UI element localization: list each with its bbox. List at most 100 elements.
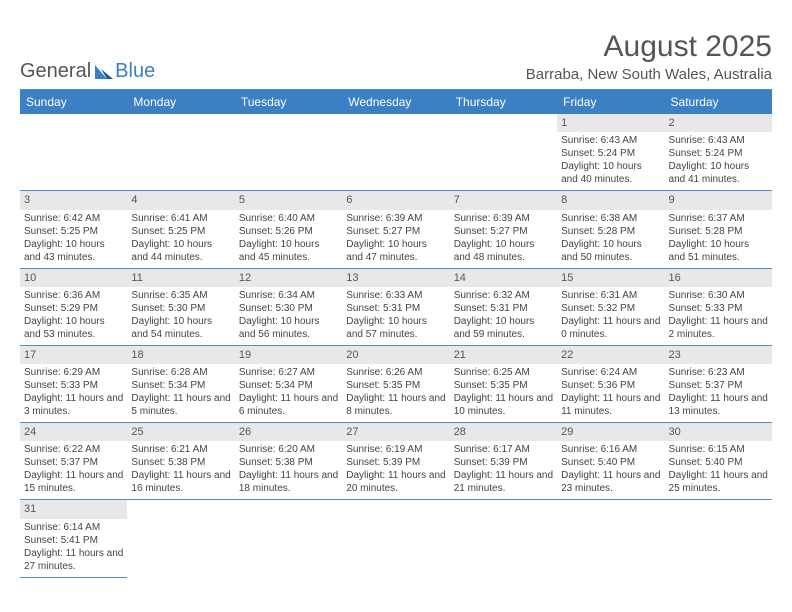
daylight-text: Daylight: 11 hours and 27 minutes.	[24, 547, 123, 573]
day-number: 12	[235, 269, 342, 287]
day-number: 25	[127, 423, 234, 441]
sunset-text: Sunset: 5:33 PM	[669, 302, 768, 315]
daylight-text: Daylight: 10 hours and 51 minutes.	[669, 238, 768, 264]
sunset-text: Sunset: 5:35 PM	[346, 379, 445, 392]
sunrise-text: Sunrise: 6:36 AM	[24, 289, 123, 302]
day-number: 19	[235, 346, 342, 364]
sunrise-text: Sunrise: 6:43 AM	[561, 134, 660, 147]
daylight-text: Daylight: 11 hours and 23 minutes.	[561, 469, 660, 495]
sunrise-text: Sunrise: 6:34 AM	[239, 289, 338, 302]
day-number: 28	[450, 423, 557, 441]
daylight-text: Daylight: 11 hours and 2 minutes.	[669, 315, 768, 341]
daylight-text: Daylight: 10 hours and 53 minutes.	[24, 315, 123, 341]
day-number: 5	[235, 191, 342, 209]
calendar-cell: 14Sunrise: 6:32 AMSunset: 5:31 PMDayligh…	[450, 268, 557, 345]
logo-text-general: General	[20, 60, 91, 83]
day-number: 11	[127, 269, 234, 287]
day-number: 31	[20, 500, 127, 518]
header: General Blue August 2025 Barraba, New So…	[20, 30, 772, 83]
sunrise-text: Sunrise: 6:19 AM	[346, 443, 445, 456]
calendar-cell: 25Sunrise: 6:21 AMSunset: 5:38 PMDayligh…	[127, 423, 234, 500]
calendar-cell: 19Sunrise: 6:27 AMSunset: 5:34 PMDayligh…	[235, 345, 342, 422]
sunset-text: Sunset: 5:36 PM	[561, 379, 660, 392]
sunrise-text: Sunrise: 6:28 AM	[131, 366, 230, 379]
sunrise-text: Sunrise: 6:29 AM	[24, 366, 123, 379]
calendar-cell	[665, 500, 772, 577]
calendar-cell	[342, 114, 449, 191]
sunrise-text: Sunrise: 6:15 AM	[669, 443, 768, 456]
daylight-text: Daylight: 10 hours and 41 minutes.	[669, 160, 768, 186]
calendar-cell: 23Sunrise: 6:23 AMSunset: 5:37 PMDayligh…	[665, 345, 772, 422]
calendar-cell: 24Sunrise: 6:22 AMSunset: 5:37 PMDayligh…	[20, 423, 127, 500]
calendar-cell	[342, 500, 449, 577]
sunset-text: Sunset: 5:39 PM	[346, 456, 445, 469]
calendar-cell: 9Sunrise: 6:37 AMSunset: 5:28 PMDaylight…	[665, 191, 772, 268]
calendar-row: 1Sunrise: 6:43 AMSunset: 5:24 PMDaylight…	[20, 114, 772, 191]
sunrise-text: Sunrise: 6:39 AM	[454, 212, 553, 225]
sunset-text: Sunset: 5:25 PM	[24, 225, 123, 238]
day-number: 14	[450, 269, 557, 287]
day-number: 26	[235, 423, 342, 441]
weekday-header: Tuesday	[235, 90, 342, 114]
day-number: 16	[665, 269, 772, 287]
day-number: 7	[450, 191, 557, 209]
sunset-text: Sunset: 5:28 PM	[561, 225, 660, 238]
weekday-header: Thursday	[450, 90, 557, 114]
calendar-cell: 30Sunrise: 6:15 AMSunset: 5:40 PMDayligh…	[665, 423, 772, 500]
sunrise-text: Sunrise: 6:43 AM	[669, 134, 768, 147]
calendar-cell: 28Sunrise: 6:17 AMSunset: 5:39 PMDayligh…	[450, 423, 557, 500]
calendar-cell: 2Sunrise: 6:43 AMSunset: 5:24 PMDaylight…	[665, 114, 772, 191]
sunset-text: Sunset: 5:41 PM	[24, 534, 123, 547]
calendar-cell: 17 Sunrise: 6:29 AMSunset: 5:33 PMDayligh…	[20, 345, 127, 422]
daylight-text: Daylight: 11 hours and 3 minutes.	[24, 392, 123, 418]
day-number: 21	[450, 346, 557, 364]
day-number: 17	[20, 346, 127, 364]
daylight-text: Daylight: 10 hours and 47 minutes.	[346, 238, 445, 264]
calendar-cell: 29Sunrise: 6:16 AMSunset: 5:40 PMDayligh…	[557, 423, 664, 500]
sunset-text: Sunset: 5:29 PM	[24, 302, 123, 315]
day-number: 4	[127, 191, 234, 209]
sunrise-text: Sunrise: 6:23 AM	[669, 366, 768, 379]
day-number: 1	[557, 114, 664, 132]
calendar-cell: 11Sunrise: 6:35 AMSunset: 5:30 PMDayligh…	[127, 268, 234, 345]
calendar-cell	[450, 500, 557, 577]
calendar-row: 31Sunrise: 6:14 AMSunset: 5:41 PMDayligh…	[20, 500, 772, 577]
day-number: 13	[342, 269, 449, 287]
calendar-cell	[127, 114, 234, 191]
calendar-cell: 22Sunrise: 6:24 AMSunset: 5:36 PMDayligh…	[557, 345, 664, 422]
calendar-cell: 21Sunrise: 6:25 AMSunset: 5:35 PMDayligh…	[450, 345, 557, 422]
calendar-cell: 26Sunrise: 6:20 AMSunset: 5:38 PMDayligh…	[235, 423, 342, 500]
sunset-text: Sunset: 5:38 PM	[239, 456, 338, 469]
sunrise-text: Sunrise: 6:26 AM	[346, 366, 445, 379]
sunrise-text: Sunrise: 6:27 AM	[239, 366, 338, 379]
sunset-text: Sunset: 5:33 PM	[24, 379, 123, 392]
day-number: 9	[665, 191, 772, 209]
daylight-text: Daylight: 11 hours and 8 minutes.	[346, 392, 445, 418]
calendar-row: 24Sunrise: 6:22 AMSunset: 5:37 PMDayligh…	[20, 423, 772, 500]
calendar-cell	[235, 500, 342, 577]
sunset-text: Sunset: 5:40 PM	[669, 456, 768, 469]
daylight-text: Daylight: 10 hours and 48 minutes.	[454, 238, 553, 264]
daylight-text: Daylight: 11 hours and 10 minutes.	[454, 392, 553, 418]
daylight-text: Daylight: 11 hours and 15 minutes.	[24, 469, 123, 495]
daylight-text: Daylight: 11 hours and 13 minutes.	[669, 392, 768, 418]
calendar-cell: 1Sunrise: 6:43 AMSunset: 5:24 PMDaylight…	[557, 114, 664, 191]
logo-text-blue: Blue	[115, 60, 155, 83]
sunrise-text: Sunrise: 6:30 AM	[669, 289, 768, 302]
sunset-text: Sunset: 5:32 PM	[561, 302, 660, 315]
sunrise-text: Sunrise: 6:20 AM	[239, 443, 338, 456]
calendar-row: 10Sunrise: 6:36 AMSunset: 5:29 PMDayligh…	[20, 268, 772, 345]
daylight-text: Daylight: 11 hours and 20 minutes.	[346, 469, 445, 495]
weekday-header: Wednesday	[342, 90, 449, 114]
sunrise-text: Sunrise: 6:24 AM	[561, 366, 660, 379]
calendar-cell: 20Sunrise: 6:26 AMSunset: 5:35 PMDayligh…	[342, 345, 449, 422]
sunset-text: Sunset: 5:25 PM	[131, 225, 230, 238]
sunset-text: Sunset: 5:37 PM	[24, 456, 123, 469]
sunset-text: Sunset: 5:37 PM	[669, 379, 768, 392]
daylight-text: Daylight: 11 hours and 11 minutes.	[561, 392, 660, 418]
sunrise-text: Sunrise: 6:17 AM	[454, 443, 553, 456]
weekday-header: Sunday	[20, 90, 127, 114]
daylight-text: Daylight: 11 hours and 5 minutes.	[131, 392, 230, 418]
day-number: 3	[20, 191, 127, 209]
sunrise-text: Sunrise: 6:35 AM	[131, 289, 230, 302]
